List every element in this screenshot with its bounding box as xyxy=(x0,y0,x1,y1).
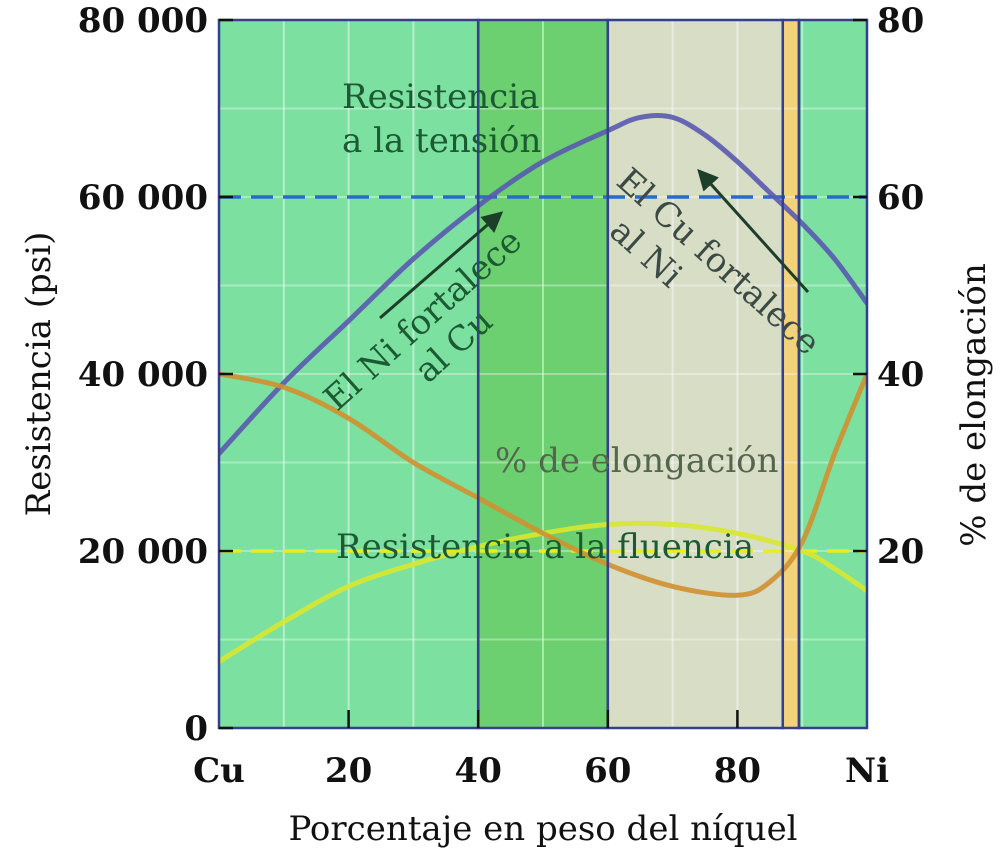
y-left-tick-label: 0 xyxy=(184,709,208,749)
region-2 xyxy=(607,20,783,728)
y-right-axis-title: % de elongación xyxy=(954,263,994,547)
x-tick-label: 40 xyxy=(455,751,502,791)
arrow-ni-fortalece-cu xyxy=(379,211,504,320)
x-tick-label: Ni xyxy=(845,751,889,791)
y-left-tick-label: 20 000 xyxy=(78,532,208,572)
y-left-axis-title: Resistencia (psi) xyxy=(19,232,59,517)
x-tick-label: Cu xyxy=(193,751,245,791)
y-right-tick-label: 20 xyxy=(877,532,924,572)
y-right-tick-label: 60 xyxy=(877,178,924,218)
x-tick-label: 20 xyxy=(325,751,372,791)
series-line-resistencia-a-la-fluencia xyxy=(219,520,867,665)
y-right-tick-label: 80 xyxy=(877,1,924,41)
region-0 xyxy=(219,20,479,728)
y-right-tick-label: 40 xyxy=(877,355,924,395)
annotation-tension: Resistencia a la tensión xyxy=(342,77,550,161)
y-left-tick-label: 80 000 xyxy=(78,1,208,41)
x-tick-label: 60 xyxy=(584,751,631,791)
arrow-cu-fortalece-ni xyxy=(697,168,810,294)
y-left-tick-label: 60 000 xyxy=(78,178,208,218)
x-tick-label: 80 xyxy=(714,751,761,791)
y-left-tick-label: 40 000 xyxy=(78,355,208,395)
annotation-fluencia: Resistencia a la fluencia xyxy=(336,527,754,567)
x-axis-title: Porcentaje en peso del níquel xyxy=(288,809,797,848)
annotation-elongacion: % de elongación xyxy=(495,441,779,481)
series-line-resistencia-a-la-tension xyxy=(219,112,867,457)
